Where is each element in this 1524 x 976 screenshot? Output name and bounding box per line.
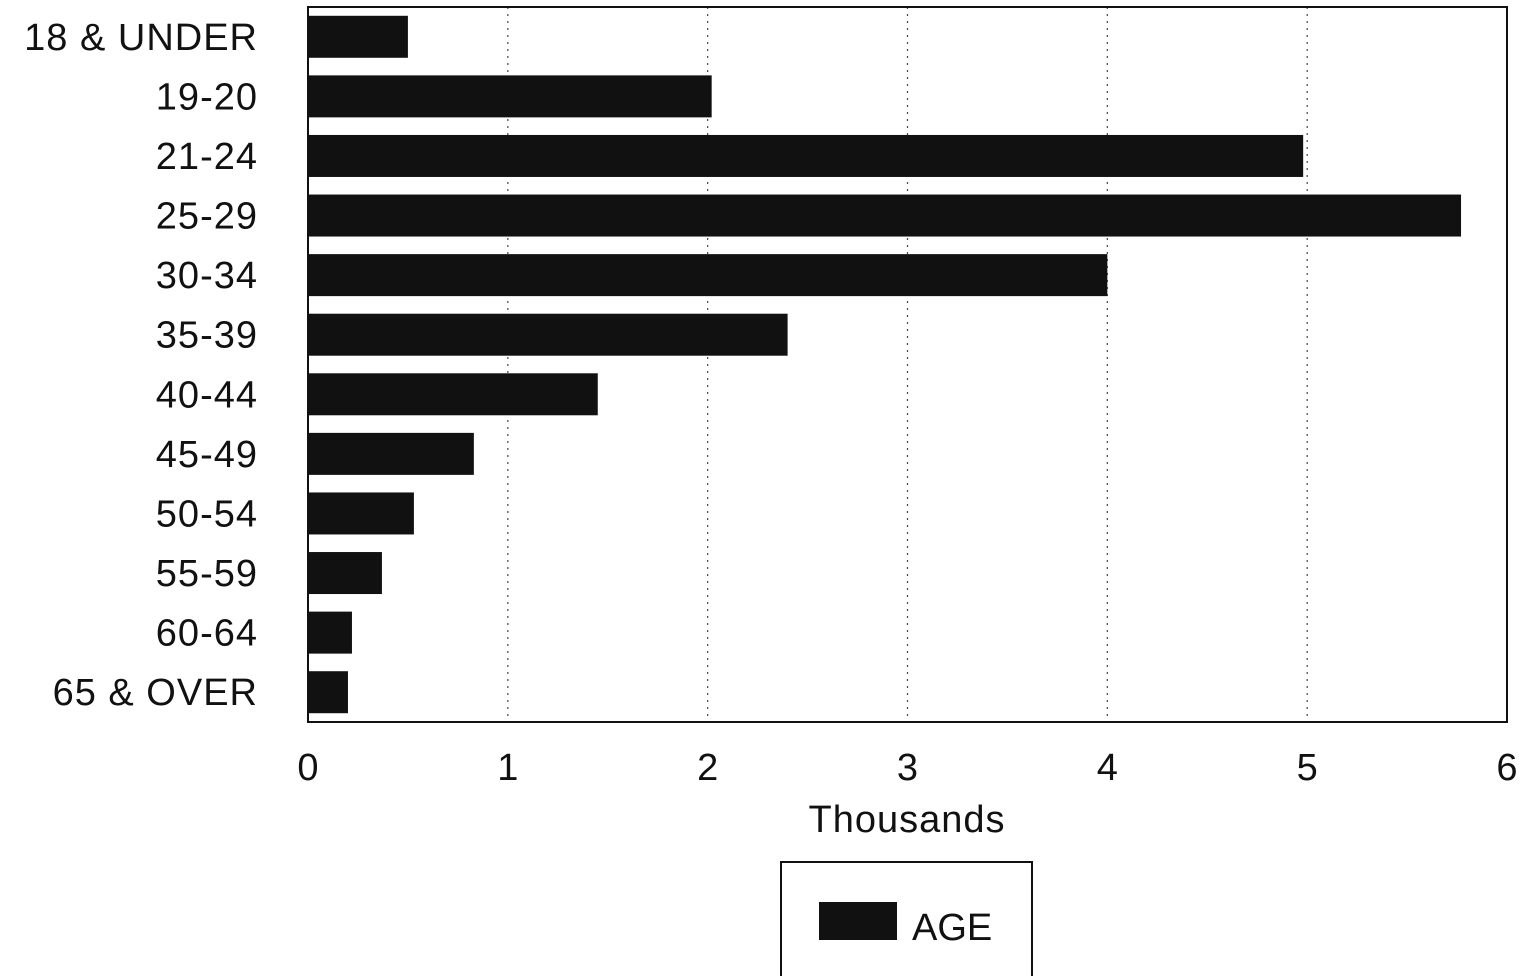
bar xyxy=(309,671,348,714)
category-label: 35-39 xyxy=(156,315,258,357)
category-label: 25-29 xyxy=(156,196,258,238)
bar xyxy=(309,15,408,58)
category-label: 21-24 xyxy=(156,136,258,178)
legend-frame xyxy=(780,861,1033,976)
legend: AGE xyxy=(780,861,1033,976)
category-label: 30-34 xyxy=(156,255,258,297)
x-tick-label: 4 xyxy=(1097,747,1118,789)
category-label: 45-49 xyxy=(156,434,258,476)
plot-area-frame xyxy=(307,6,1508,723)
x-tick-label: 0 xyxy=(297,747,318,789)
x-tick-label: 5 xyxy=(1297,747,1318,789)
category-labels: 18 & UNDER 19-20 21-24 25-29 30-34 35-39 40-44… xyxy=(24,17,258,714)
category-label: 55-59 xyxy=(156,553,258,595)
bar xyxy=(309,75,712,118)
x-axis-ticks: 0 1 2 3 4 5 6 xyxy=(297,747,1517,789)
x-tick-label: 3 xyxy=(897,747,918,789)
bar xyxy=(309,373,598,416)
bar xyxy=(309,492,414,535)
x-tick-label: 6 xyxy=(1496,747,1517,789)
legend-label-age: AGE xyxy=(912,907,992,949)
bar xyxy=(309,194,1462,237)
x-tick-label: 1 xyxy=(497,747,518,789)
bar xyxy=(309,552,382,595)
legend-swatch-age xyxy=(819,902,897,940)
bar xyxy=(309,432,474,475)
bar xyxy=(309,611,352,654)
bars xyxy=(309,15,1462,714)
category-label: 50-54 xyxy=(156,493,258,535)
x-axis-title: Thousands xyxy=(808,799,1005,841)
category-label: 65 & OVER xyxy=(53,672,258,714)
category-label: 19-20 xyxy=(156,76,258,118)
bar xyxy=(309,134,1304,177)
bar xyxy=(309,254,1108,297)
gridlines xyxy=(507,7,1308,722)
x-tick-label: 2 xyxy=(697,747,718,789)
bar xyxy=(309,313,788,356)
category-label: 40-44 xyxy=(156,374,258,416)
category-label: 18 & UNDER xyxy=(24,17,258,59)
category-label: 60-64 xyxy=(156,613,258,655)
